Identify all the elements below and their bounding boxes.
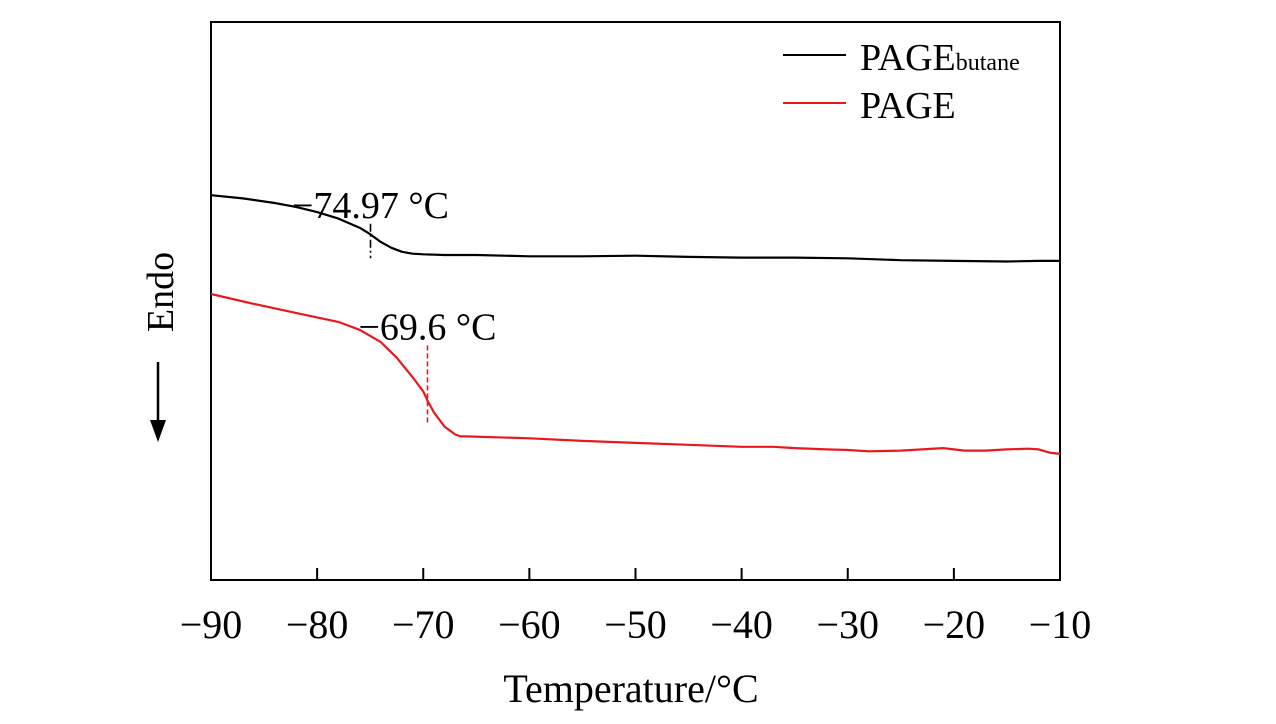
x-tick-label: −70: [392, 602, 455, 647]
y-axis-label: Endo: [140, 252, 182, 442]
x-tick-label: −10: [1029, 602, 1092, 647]
legend-label-page: PAGE: [860, 85, 956, 127]
x-tick-label: −40: [710, 602, 773, 647]
y-axis-label-text: Endo: [140, 252, 182, 332]
series-line-page-butane: [210, 194, 1060, 263]
legend: PAGEbutane PAGE: [783, 37, 1020, 127]
series-lines: [210, 194, 1061, 455]
legend-label-page-butane: PAGEbutane: [860, 37, 1020, 79]
y-axis-arrow-head: [150, 420, 166, 442]
x-tick-label: −90: [180, 602, 243, 647]
x-tick-label: −30: [816, 602, 879, 647]
x-axis-label: Temperature/°C: [503, 666, 758, 711]
x-tick-labels: −90 −80 −70 −60 −50 −40 −30 −20 −10: [180, 602, 1092, 647]
x-tick-label: −80: [286, 602, 349, 647]
x-tick-label: −20: [923, 602, 986, 647]
x-tick-label: −60: [498, 602, 561, 647]
glass-transition-annotations: −74.97 °C−69.6 °C: [292, 185, 496, 423]
x-tick-label: −50: [604, 602, 667, 647]
series-line-page: [210, 292, 1061, 455]
tg-label: −74.97 °C: [292, 185, 449, 227]
x-ticks: [210, 568, 1061, 580]
